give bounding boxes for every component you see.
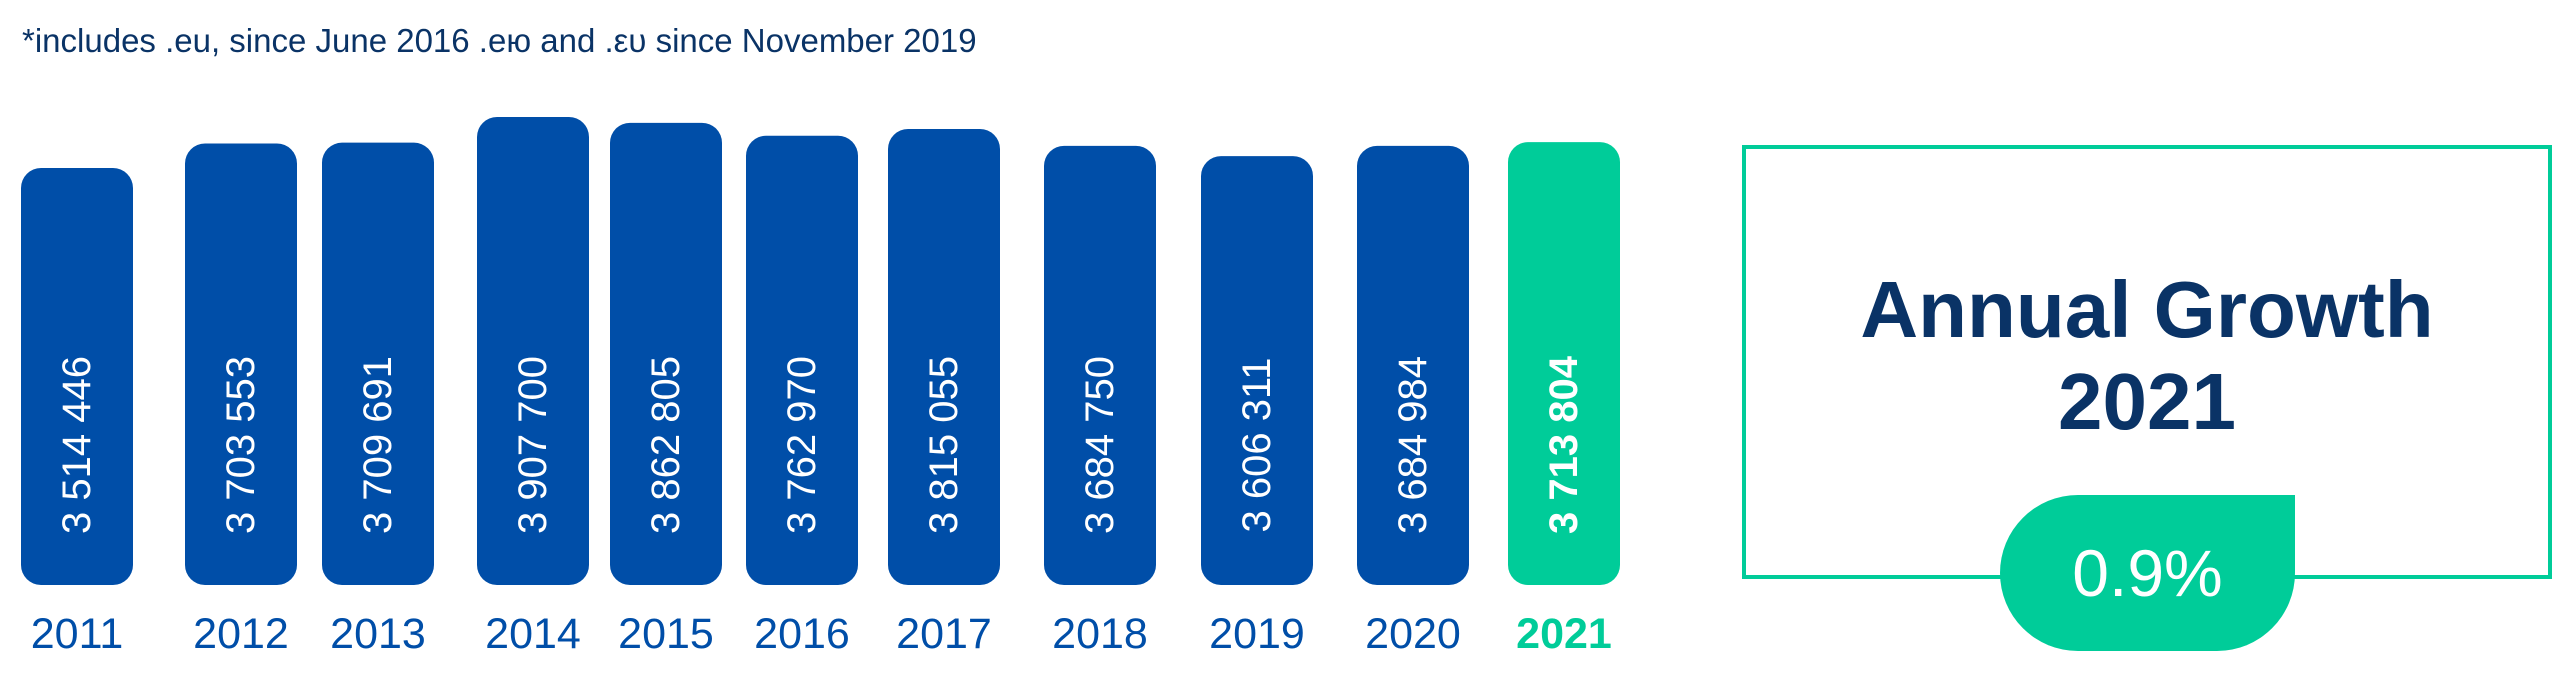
- bar-value-label-2014: 3 907 700: [511, 356, 555, 534]
- category-label-2017: 2017: [896, 610, 992, 658]
- bar-value-label-2020: 3 684 984: [1391, 356, 1435, 534]
- category-label-2021: 2021: [1516, 610, 1612, 658]
- annual-growth-title: Annual Growth 2021: [1746, 264, 2548, 448]
- bar-value-label-2021: 3 713 804: [1542, 355, 1586, 534]
- bar-value-label-2019: 3 606 311: [1235, 358, 1279, 533]
- bar-2013: [322, 142, 434, 585]
- category-label-2020: 2020: [1365, 610, 1461, 658]
- footnote: *includes .eu, since June 2016 .ею and .…: [22, 22, 977, 59]
- category-label-2015: 2015: [618, 610, 714, 658]
- category-label-2012: 2012: [193, 610, 289, 658]
- bar-2017: [888, 129, 1000, 585]
- annual-growth-title-line2: 2021: [2058, 357, 2236, 446]
- category-label-2018: 2018: [1052, 610, 1148, 658]
- bar-2011: [21, 168, 133, 585]
- bar-2021: [1508, 142, 1620, 586]
- category-label-2019: 2019: [1209, 610, 1305, 658]
- category-label-2011: 2011: [31, 610, 123, 658]
- bar-2019: [1201, 156, 1313, 585]
- bar-value-label-2011: 3 514 446: [55, 356, 99, 534]
- category-label-2016: 2016: [754, 610, 850, 658]
- annual-growth-title-line1: Annual Growth: [1860, 265, 2434, 354]
- bar-value-label-2016: 3 762 970: [780, 356, 824, 534]
- bar-value-label-2017: 3 815 055: [922, 356, 966, 534]
- bar-value-label-2013: 3 709 691: [356, 356, 400, 534]
- bar-2014: [477, 117, 589, 585]
- category-label-2014: 2014: [485, 610, 581, 658]
- bar-2018: [1044, 145, 1156, 585]
- category-label-2013: 2013: [330, 610, 426, 658]
- bar-2012: [185, 143, 297, 585]
- bar-value-label-2012: 3 703 553: [219, 356, 263, 534]
- bar-value-label-2015: 3 862 805: [644, 356, 688, 534]
- annual-growth-box: Annual Growth 2021: [1742, 145, 2552, 579]
- bar-value-label-2018: 3 684 750: [1078, 356, 1122, 534]
- bar-2016: [746, 135, 858, 585]
- bar-2020: [1357, 145, 1469, 585]
- bar-2015: [610, 122, 722, 586]
- annual-growth-value: 0.9%: [2000, 495, 2295, 651]
- bar-chart: 3 514 446 2011 3 703 553 2012 3 709 691 2013 3…: [21, 117, 1620, 658]
